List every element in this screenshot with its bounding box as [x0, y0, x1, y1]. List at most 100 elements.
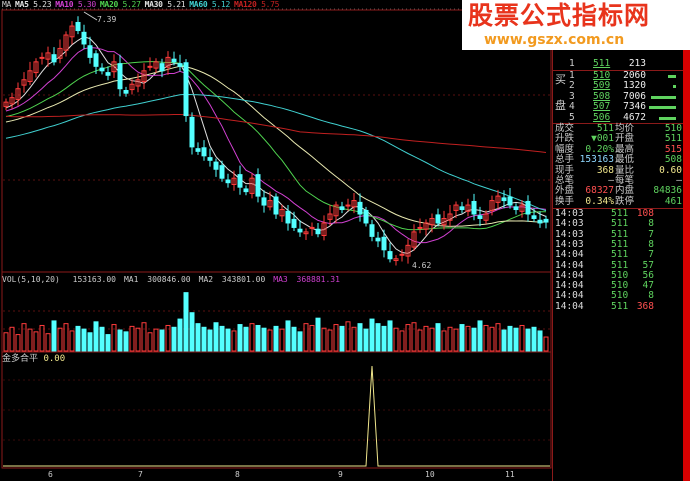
stat-row: 升跌 ▼001 开盘 511: [555, 133, 682, 145]
candle-body: [171, 58, 177, 63]
volume-bar: [225, 328, 231, 352]
volume-bar: [81, 328, 87, 352]
volume-bar: [27, 328, 33, 352]
candle-body: [147, 65, 153, 68]
candle-body: [183, 62, 189, 117]
volume-bar: [39, 324, 45, 352]
volume-bar: [243, 326, 249, 352]
volume-bar: [417, 329, 423, 352]
indicator-frame: [1, 351, 552, 469]
candle-body: [345, 204, 351, 207]
tick-row: 14:04 511 57: [555, 259, 654, 271]
volume-bar: [93, 321, 99, 352]
candle-body: [291, 218, 297, 228]
volume-bar: [291, 326, 297, 352]
candle-body: [51, 54, 57, 63]
volume-bar: [75, 325, 81, 352]
buy-row[interactable]: 3 508 7006: [553, 91, 684, 102]
volume-bar: [321, 327, 327, 352]
candle-body: [519, 204, 525, 212]
volume-bar: [309, 324, 315, 352]
divider: [553, 70, 684, 71]
ma-legend: MA MA5 5.23 MA10 5.30 MA20 5.27 MA30 5.21 MA6…: [2, 0, 287, 9]
volume-bar: [105, 334, 111, 352]
volume-bar: [501, 329, 507, 352]
candle-body: [69, 25, 75, 38]
volume-bar: [201, 326, 207, 352]
sell-row[interactable]: 1 511 213: [569, 58, 646, 69]
stat-row: 幅度 0.20% 最高 515: [555, 143, 682, 155]
candle-body: [267, 200, 273, 208]
tick-row: 14:04 510 47: [555, 280, 654, 292]
candle-body: [21, 79, 27, 86]
volume-bar: [393, 327, 399, 352]
tick-row: 14:04 510 8: [555, 290, 654, 302]
candle-body: [411, 231, 417, 248]
stat-row: 总手 153163 最低 508: [555, 154, 682, 166]
candle-body: [375, 237, 381, 242]
candle-body: [513, 206, 519, 211]
ma60-line: [5, 93, 547, 212]
volume-bar: [255, 324, 261, 352]
candle-body: [339, 206, 345, 211]
volume-bar: [51, 320, 57, 352]
volume-bar: [267, 329, 273, 352]
volume-bar: [9, 326, 15, 352]
scrollbar[interactable]: [683, 0, 690, 481]
candle-body: [273, 196, 279, 215]
tick-row: 14:03 511 7: [555, 228, 654, 240]
candle-body: [417, 226, 423, 229]
volume-bar: [153, 328, 159, 352]
volume-title: VOL(5,10,20): [2, 275, 60, 284]
candle-body: [495, 195, 501, 203]
volume-bar: [285, 320, 291, 352]
volume-bar: [117, 329, 123, 352]
candle-body: [177, 63, 183, 67]
stat-row: 外盘 68327 内盘 84836: [555, 185, 682, 197]
candle-body: [105, 72, 111, 76]
buy-row[interactable]: 5 506 4672: [553, 112, 684, 123]
volume-bar: [387, 320, 393, 352]
volume-bar: [147, 332, 153, 352]
indicator-label: 金多合平: [2, 354, 39, 364]
ma-legend-item: MA10 5.30: [55, 0, 96, 9]
volume-bar: [159, 329, 165, 352]
candle-body: [219, 165, 225, 179]
volume-bar-indicator: [649, 106, 676, 110]
buy-row[interactable]: 4 507 7346: [553, 102, 684, 112]
volume-bar: [165, 324, 171, 352]
candle-body: [33, 61, 39, 74]
volume-bar: [519, 324, 525, 352]
volume-bar: [531, 326, 537, 352]
tick-row: 14:03 511 108: [555, 208, 654, 219]
volume-bar: [333, 324, 339, 352]
volume-bar-indicator: [659, 116, 676, 120]
volume-bar: [15, 334, 21, 352]
stat-row: 现手 368 量比 0.60: [555, 164, 682, 176]
volume-bar: [189, 312, 195, 352]
candle-body: [531, 215, 537, 219]
candle-body: [237, 174, 243, 188]
candle-body: [285, 210, 291, 224]
candle-body: [81, 31, 87, 45]
volume-bar: [537, 330, 543, 352]
candle-body: [387, 251, 393, 260]
buy-row[interactable]: 1 510 2060: [553, 71, 684, 81]
tick-row: 14:04 511 368: [555, 300, 654, 312]
candle-body: [525, 200, 531, 215]
candle-body: [297, 228, 303, 233]
candle-body: [465, 204, 471, 212]
volume-bar: [489, 326, 495, 352]
buy-row[interactable]: 2 509 1320: [553, 81, 684, 91]
volume-bar: [543, 336, 549, 352]
candle-body: [423, 222, 429, 230]
volume-bar: [447, 326, 453, 352]
candle-body: [303, 231, 309, 235]
candle-body: [507, 196, 513, 206]
volume-bar: [213, 322, 219, 352]
volume-bar: [21, 323, 27, 352]
volume-bar: [357, 323, 363, 352]
kline-chart[interactable]: 7.39 4.62: [0, 0, 552, 481]
candle-body: [405, 244, 411, 257]
x-axis-label: 6: [48, 470, 53, 479]
